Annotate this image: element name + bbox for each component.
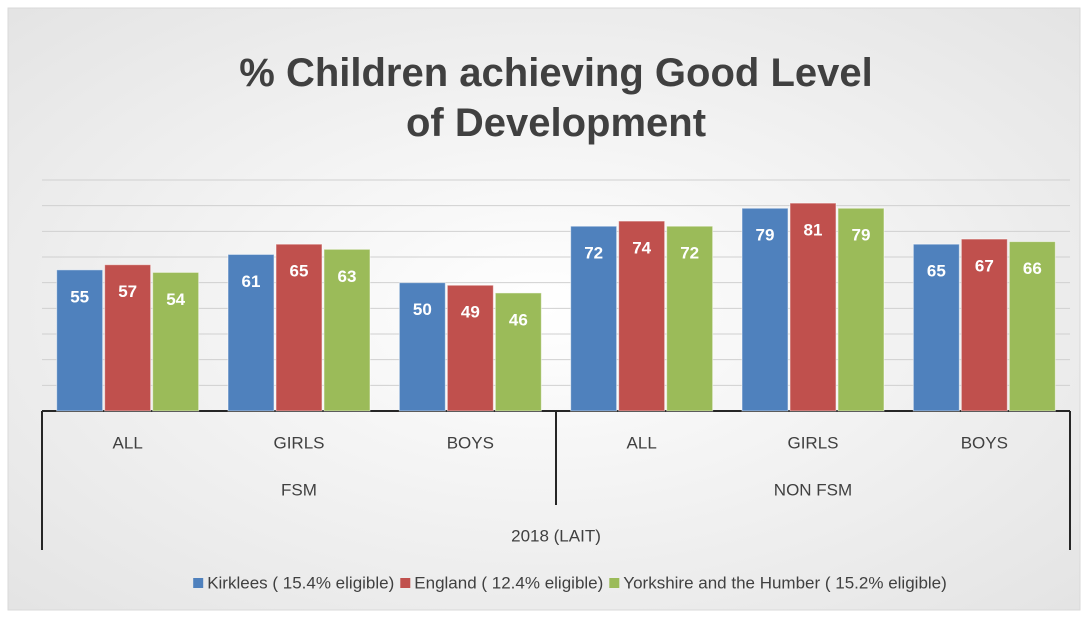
group-label: FSM <box>281 480 317 499</box>
bar <box>837 207 885 412</box>
bar <box>446 284 494 412</box>
bar <box>323 248 371 412</box>
x-tick-label: BOYS <box>961 433 1008 452</box>
bar <box>789 202 837 412</box>
value-label: 66 <box>1023 259 1042 278</box>
super-group-label: 2018 (LAIT) <box>511 526 601 545</box>
value-label: 67 <box>975 257 994 276</box>
value-label: 81 <box>804 221 823 240</box>
bar <box>666 225 714 412</box>
legend-label: England ( 12.4% eligible) <box>414 573 603 592</box>
bar <box>56 269 104 412</box>
value-label: 57 <box>118 282 137 301</box>
x-tick-label: GIRLS <box>273 433 324 452</box>
value-label: 65 <box>927 262 946 281</box>
x-tick-label: BOYS <box>447 433 494 452</box>
bar <box>227 253 275 412</box>
value-label: 72 <box>680 244 699 263</box>
bar <box>1008 241 1056 412</box>
value-label: 54 <box>166 290 185 309</box>
value-label: 79 <box>756 226 775 245</box>
legend-swatch <box>609 578 620 588</box>
chart-title: % Children achieving Good Level of Develo… <box>239 51 872 145</box>
group-label: NON FSM <box>774 480 852 499</box>
value-label: 55 <box>70 287 89 306</box>
legend-label: Kirklees ( 15.4% eligible) <box>207 573 394 592</box>
bar <box>960 238 1008 412</box>
value-label: 49 <box>461 303 480 322</box>
bar <box>152 271 200 412</box>
value-label: 50 <box>413 300 432 319</box>
x-tick-label: GIRLS <box>787 433 838 452</box>
bar <box>618 220 666 412</box>
value-label: 46 <box>509 310 528 329</box>
bar <box>104 264 152 412</box>
legend-swatch <box>400 578 411 588</box>
x-tick-label: ALL <box>627 433 657 452</box>
value-label: 65 <box>290 262 309 281</box>
bar <box>570 225 618 412</box>
legend-label: Yorkshire and the Humber ( 15.2% eligibl… <box>623 573 947 592</box>
value-label: 72 <box>584 244 603 263</box>
bar <box>398 282 446 412</box>
value-label: 79 <box>852 226 871 245</box>
bar <box>912 243 960 412</box>
x-tick-label: ALL <box>113 433 143 452</box>
bar <box>741 207 789 412</box>
bar <box>275 243 323 412</box>
value-label: 63 <box>338 267 357 286</box>
bar <box>494 292 542 412</box>
value-label: 61 <box>242 272 261 291</box>
legend-swatch <box>193 578 204 588</box>
value-label: 74 <box>632 239 651 258</box>
